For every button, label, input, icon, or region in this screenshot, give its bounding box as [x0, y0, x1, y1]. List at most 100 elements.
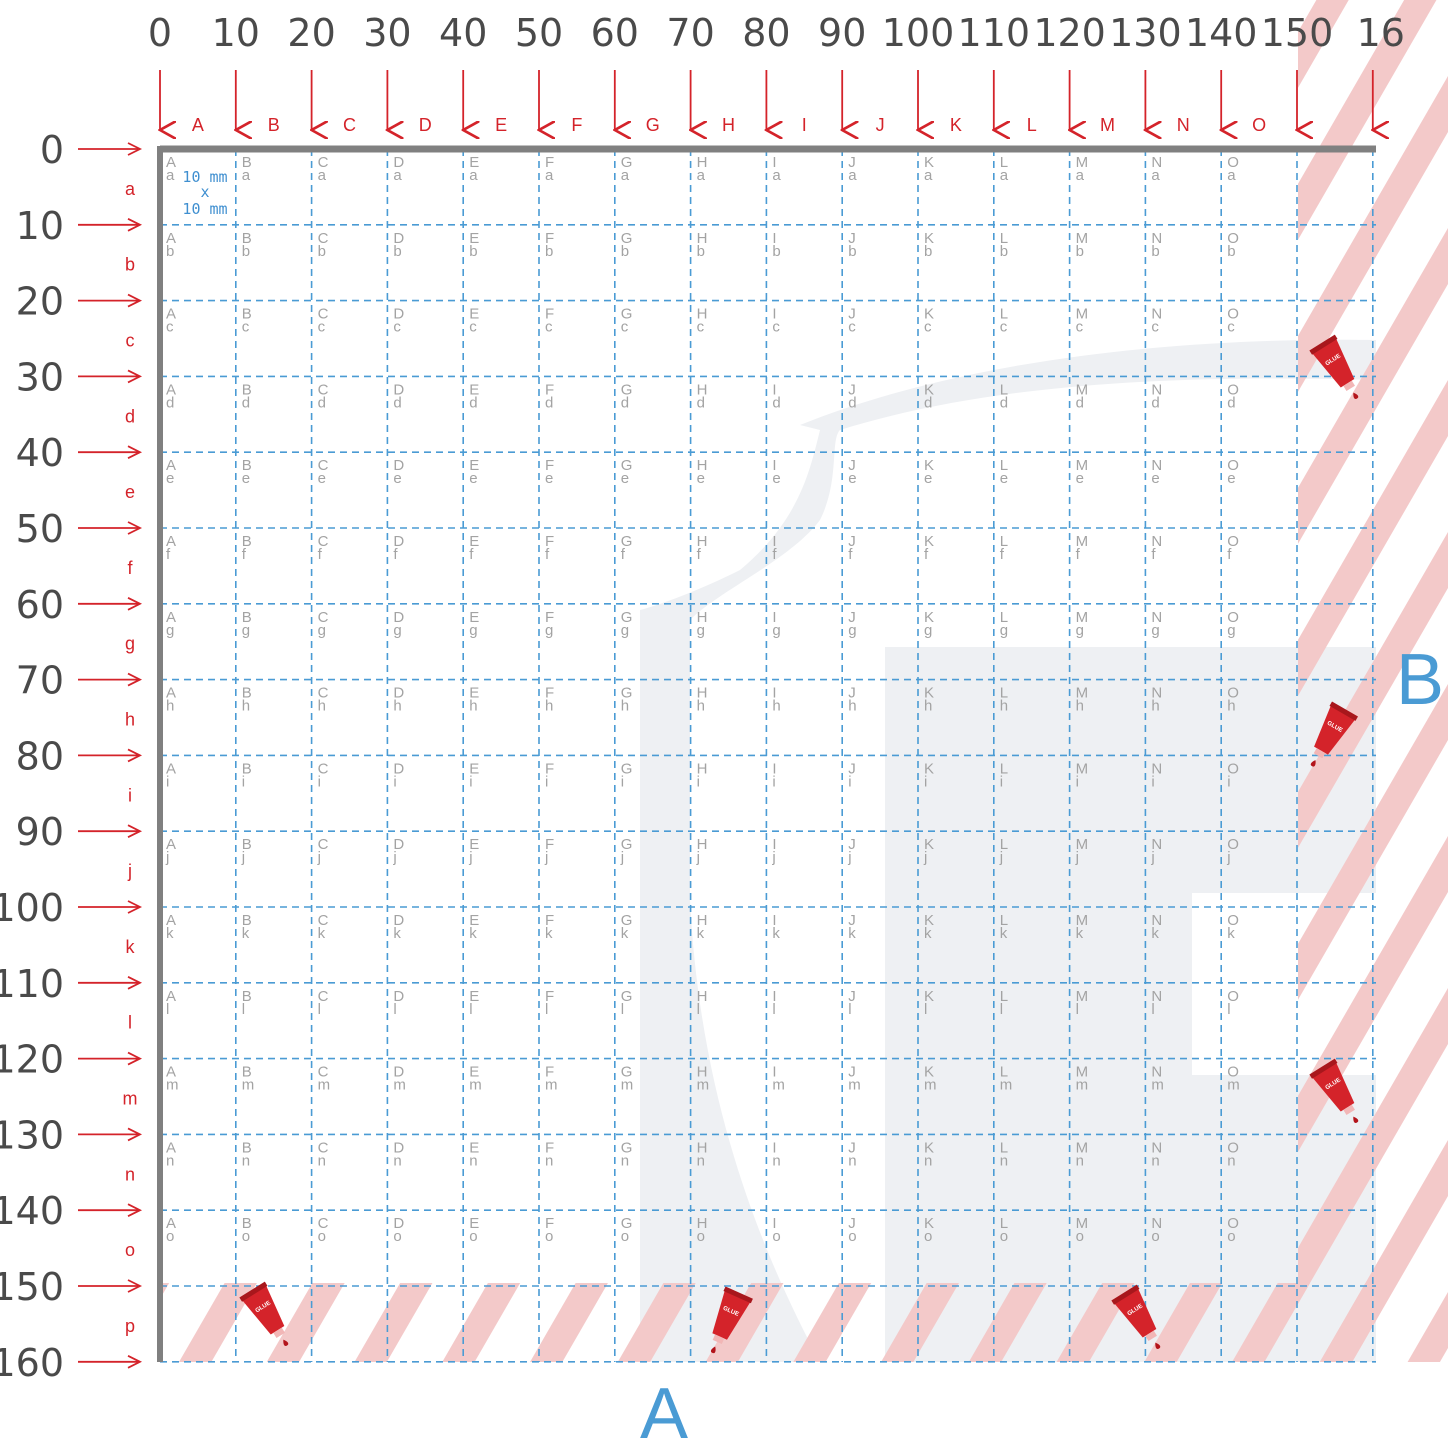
cell-label: Be: [242, 457, 252, 487]
cell-column-letter: N: [1151, 1064, 1162, 1081]
cell-row-letter: f: [772, 546, 777, 563]
left-scale-number: 40: [16, 431, 64, 475]
cell-label: Di: [393, 760, 404, 790]
cell-label: Ci: [318, 760, 329, 790]
cell-row-letter: j: [1226, 849, 1230, 866]
cell-row-letter: d: [924, 394, 932, 411]
cell-column-letter: I: [772, 1064, 776, 1081]
cell-row-letter: k: [621, 925, 629, 942]
cell-label: Nc: [1151, 306, 1162, 336]
cell-column-letter: O: [1227, 685, 1239, 702]
cell-column-letter: B: [242, 1139, 252, 1156]
cell-column-letter: J: [848, 306, 856, 323]
cell-column-letter: F: [545, 457, 554, 474]
cell-label: Oe: [1227, 457, 1239, 487]
glue-tube-icon: GLUE: [710, 1286, 753, 1354]
cell-row-letter: h: [318, 698, 326, 715]
cell-row-letter: m: [848, 1077, 861, 1094]
cell-size-line3: 10 mm: [182, 200, 227, 218]
cell-column-letter: A: [166, 230, 176, 247]
cell-column-letter: I: [772, 609, 776, 626]
cell-column-letter: E: [469, 609, 479, 626]
cell-row-letter: h: [924, 698, 932, 715]
cell-label: Ia: [772, 154, 781, 184]
cell-column-letter: H: [697, 381, 708, 398]
cell-column-letter: J: [848, 609, 856, 626]
cell-column-letter: O: [1227, 760, 1239, 777]
cell-row-letter: f: [1076, 546, 1081, 563]
cell-row-letter: g: [1000, 622, 1008, 639]
cell-row-letter: c: [924, 319, 932, 336]
cell-column-letter: F: [545, 230, 554, 247]
cell-row-letter: h: [621, 698, 629, 715]
cell-row-letter: i: [318, 773, 321, 790]
cell-row-letter: m: [469, 1077, 482, 1094]
cell-row-letter: m: [166, 1077, 179, 1094]
cell-column-letter: I: [772, 154, 776, 171]
cell-column-letter: C: [318, 685, 329, 702]
glue-tube-icon: GLUE: [1309, 334, 1359, 399]
cell-column-letter: K: [924, 306, 934, 323]
cell-label: Li: [1000, 760, 1008, 790]
cell-column-letter: C: [318, 306, 329, 323]
cell-row-letter: i: [545, 773, 548, 790]
cell-row-letter: b: [1000, 243, 1008, 260]
left-scale-number: 140: [0, 1189, 64, 1233]
cell-column-letter: C: [318, 1064, 329, 1081]
cell-column-letter: L: [1000, 154, 1008, 171]
top-scale-number: 40: [439, 11, 487, 55]
cell-row-letter: l: [469, 1001, 472, 1018]
row-letter: k: [126, 937, 136, 957]
cell-label: Ef: [469, 533, 479, 563]
cell-row-letter: b: [772, 243, 780, 260]
cell-row-letter: h: [1000, 698, 1008, 715]
cell-label: Gk: [621, 912, 633, 942]
cell-label: Ic: [772, 306, 780, 336]
cell-column-letter: F: [545, 1064, 554, 1081]
cell-column-letter: L: [1000, 988, 1008, 1005]
top-scale-number: 70: [666, 11, 714, 55]
cell-label: Ng: [1151, 609, 1162, 639]
cell-label: Eo: [469, 1215, 479, 1245]
cell-row-letter: i: [772, 773, 775, 790]
cell-row-letter: b: [924, 243, 932, 260]
cell-label: He: [697, 457, 708, 487]
cell-label: Bk: [242, 912, 252, 942]
cell-row-letter: j: [392, 849, 396, 866]
cell-row-letter: o: [1227, 1228, 1235, 1245]
cell-label: Mi: [1076, 760, 1089, 790]
cell-column-letter: A: [166, 685, 176, 702]
cell-column-letter: I: [772, 1139, 776, 1156]
cell-label: Kj: [923, 836, 934, 866]
cell-label: Gb: [621, 230, 633, 260]
cell-label: Ok: [1227, 912, 1239, 942]
left-scale-number: 10: [16, 204, 64, 248]
column-letter: N: [1177, 115, 1190, 135]
cell-row-letter: a: [469, 167, 478, 184]
cell-row-letter: g: [772, 622, 780, 639]
left-arrow-head: [127, 900, 143, 914]
row-letter: o: [125, 1240, 135, 1260]
cell-row-letter: h: [1076, 698, 1084, 715]
cell-row-letter: o: [166, 1228, 174, 1245]
cell-label: Ln: [1000, 1139, 1008, 1169]
cell-column-letter: B: [242, 154, 252, 171]
cell-label: Ea: [469, 154, 479, 184]
cell-column-letter: H: [697, 912, 708, 929]
cell-label: Mk: [1076, 912, 1089, 942]
cell-column-letter: D: [393, 1064, 404, 1081]
cell-row-letter: d: [1000, 394, 1008, 411]
cell-label: Ej: [468, 836, 479, 866]
cell-label: Kd: [924, 381, 934, 411]
cell-column-letter: K: [924, 760, 934, 777]
cell-label: Bm: [242, 1064, 255, 1094]
cell-row-letter: l: [848, 1001, 851, 1018]
cell-label: Ne: [1151, 457, 1162, 487]
cell-row-letter: h: [545, 698, 553, 715]
top-scale-number: 0: [148, 11, 172, 55]
cell-column-letter: B: [242, 836, 252, 853]
cell-label: Fk: [545, 912, 554, 942]
cell-column-letter: E: [469, 1215, 479, 1232]
cell-column-letter: G: [621, 533, 633, 550]
cell-label: Km: [924, 1064, 937, 1094]
